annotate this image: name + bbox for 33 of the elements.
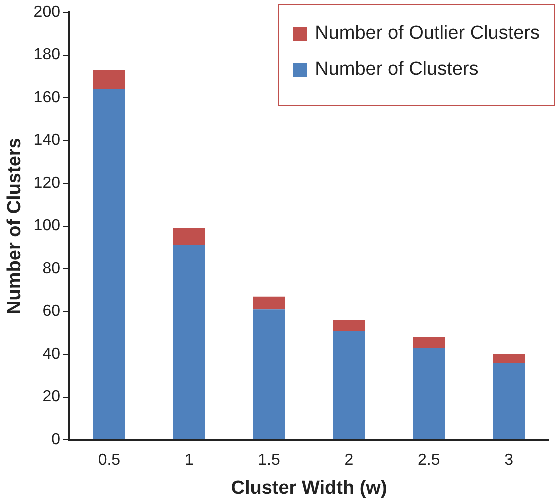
y-tick-label: 60 xyxy=(42,303,61,320)
bar xyxy=(333,331,366,440)
x-tick-label: 3 xyxy=(504,452,514,470)
bar xyxy=(493,363,526,440)
y-tick-label: 40 xyxy=(42,346,61,363)
bar xyxy=(253,310,286,440)
x-tick-label: 2.5 xyxy=(418,452,440,470)
y-axis-title: Number of Clusters xyxy=(4,138,26,314)
y-tick-label: 160 xyxy=(34,89,61,106)
y-tick-label: 0 xyxy=(52,431,61,448)
legend-label: Number of Outlier Clusters xyxy=(315,23,540,45)
y-tick-label: 80 xyxy=(42,260,61,278)
y-tick-label: 100 xyxy=(34,218,61,235)
y-tick-label: 140 xyxy=(34,132,61,150)
x-tick-label: 0.5 xyxy=(98,452,121,470)
y-tick-label: 180 xyxy=(34,46,61,64)
bar xyxy=(493,354,526,364)
y-tick-label: 200 xyxy=(34,4,61,22)
x-axis-title: Cluster Width (w) xyxy=(231,478,388,499)
x-tick-label: 1.5 xyxy=(258,452,281,470)
bar xyxy=(93,90,126,440)
y-tick-label: 20 xyxy=(42,388,61,406)
bar xyxy=(413,348,446,440)
x-tick-label: 2 xyxy=(344,452,354,470)
bar xyxy=(93,70,126,90)
y-tick-label: 120 xyxy=(34,174,61,192)
legend-label: Number of Clusters xyxy=(315,59,479,81)
bar xyxy=(173,246,206,440)
bar xyxy=(413,337,446,348)
bar xyxy=(253,296,286,310)
bar xyxy=(333,320,366,332)
bar xyxy=(173,228,206,246)
x-tick-label: 1 xyxy=(184,452,194,470)
